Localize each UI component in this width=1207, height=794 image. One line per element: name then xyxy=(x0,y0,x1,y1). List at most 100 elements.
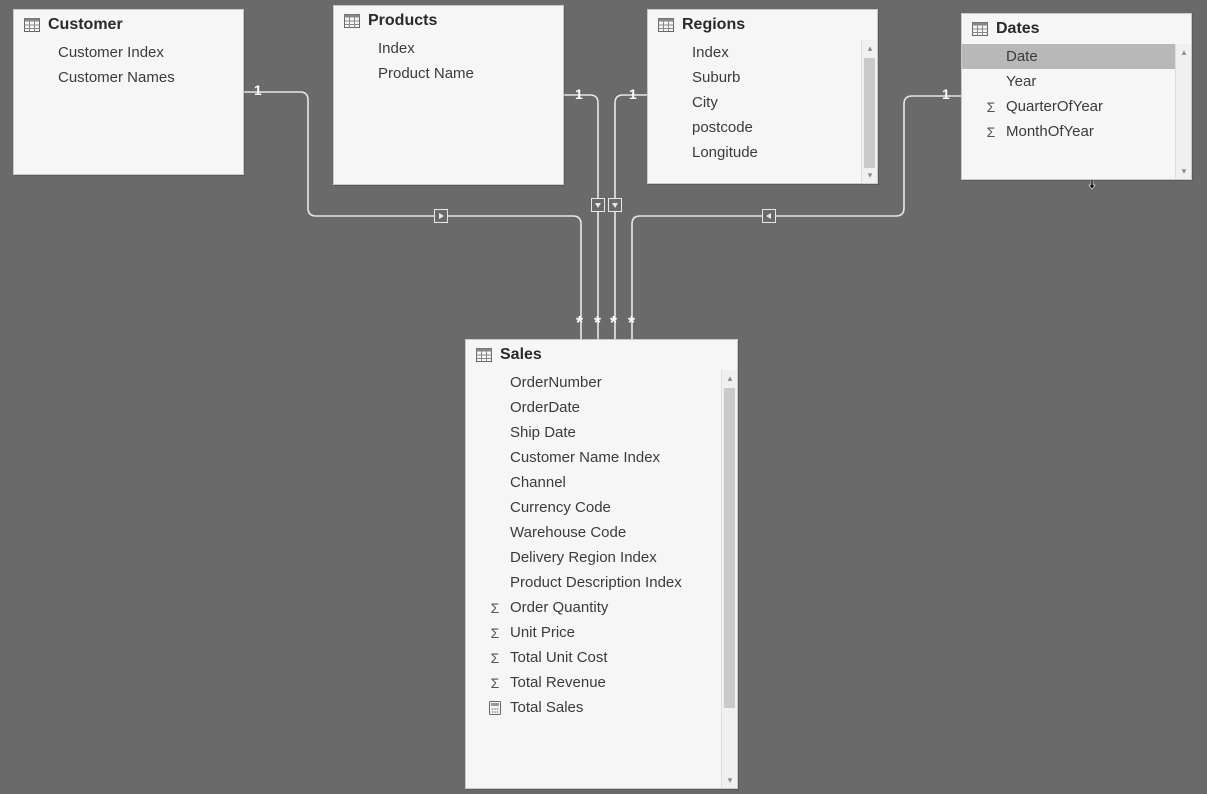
table-title: Products xyxy=(368,12,437,30)
field-row[interactable]: Σ Total Unit Cost xyxy=(466,645,737,670)
field-label: Index xyxy=(378,40,415,57)
table-icon xyxy=(658,18,674,32)
scroll-down-icon[interactable]: ▾ xyxy=(1176,163,1191,179)
field-row[interactable]: Customer Name Index xyxy=(466,445,737,470)
filter-direction-icon[interactable] xyxy=(762,209,776,223)
field-row[interactable]: Suburb xyxy=(648,65,877,90)
field-row[interactable]: Longitude xyxy=(648,140,877,165)
field-row[interactable]: Year xyxy=(962,69,1191,94)
field-label: Warehouse Code xyxy=(510,524,626,541)
field-row[interactable]: Product Description Index xyxy=(466,570,737,595)
filter-direction-icon[interactable] xyxy=(434,209,448,223)
field-row[interactable]: OrderDate xyxy=(466,395,737,420)
field-label: Year xyxy=(1006,73,1036,90)
field-row[interactable]: Channel xyxy=(466,470,737,495)
field-label: Total Unit Cost xyxy=(510,649,608,666)
cardinality-one: 1 xyxy=(629,86,637,102)
table-header[interactable]: Customer xyxy=(14,10,243,40)
field-row[interactable]: Product Name xyxy=(334,61,563,86)
sigma-icon: Σ xyxy=(486,600,504,616)
sigma-icon: Σ xyxy=(486,675,504,691)
scroll-down-icon[interactable]: ▾ xyxy=(862,167,877,183)
field-row[interactable]: Warehouse Code xyxy=(466,520,737,545)
scrollbar[interactable]: ▴▾ xyxy=(721,370,737,788)
cardinality-many: * xyxy=(576,313,583,334)
relationship-line[interactable] xyxy=(615,95,647,339)
field-label: Ship Date xyxy=(510,424,576,441)
table-header[interactable]: Sales xyxy=(466,340,737,370)
field-row[interactable]: ΣUnit Price xyxy=(466,620,737,645)
field-label: Customer Index xyxy=(58,44,164,61)
field-list: IndexSuburbCitypostcodeLongitude▴▾ xyxy=(648,40,877,183)
field-row[interactable]: Total Sales xyxy=(466,695,737,720)
table-title: Regions xyxy=(682,16,745,34)
filter-direction-icon[interactable] xyxy=(591,198,605,212)
field-row[interactable]: Σ Total Revenue xyxy=(466,670,737,695)
scroll-thumb[interactable] xyxy=(724,388,735,708)
field-label: Product Name xyxy=(378,65,474,82)
table-regions[interactable]: Regions IndexSuburb City postcode Longitude ▴… xyxy=(647,9,878,184)
table-sales[interactable]: Sales OrderNumber OrderDate Ship Date Custom… xyxy=(465,339,738,789)
field-list: DateYearΣQuarterOfYearΣMonthOfYear▴▾ xyxy=(962,44,1191,179)
table-customer[interactable]: Customer Customer Index Customer Names xyxy=(13,9,244,175)
scroll-up-icon[interactable]: ▴ xyxy=(1176,44,1191,60)
scroll-thumb[interactable] xyxy=(864,58,875,168)
scroll-up-icon[interactable]: ▴ xyxy=(862,40,877,56)
field-row[interactable]: ΣQuarterOfYear xyxy=(962,94,1191,119)
field-row[interactable]: Delivery Region Index xyxy=(466,545,737,570)
field-label: Date xyxy=(1006,48,1038,65)
table-title: Customer xyxy=(48,16,123,34)
field-row[interactable]: Currency Code xyxy=(466,495,737,520)
sigma-icon: Σ xyxy=(486,625,504,641)
field-list: OrderNumber OrderDate Ship Date Customer Na… xyxy=(466,370,737,788)
field-label: Customer Name Index xyxy=(510,449,660,466)
table-header[interactable]: Dates xyxy=(962,14,1191,44)
field-row[interactable]: OrderNumber xyxy=(466,370,737,395)
field-label: Currency Code xyxy=(510,499,611,516)
model-canvas[interactable]: Customer Customer Index Customer Names Prod… xyxy=(0,0,1207,794)
cardinality-one: 1 xyxy=(575,86,583,102)
field-row[interactable]: Ship Date xyxy=(466,420,737,445)
filter-direction-icon[interactable] xyxy=(608,198,622,212)
field-row[interactable]: City xyxy=(648,90,877,115)
field-row[interactable]: Customer Index xyxy=(14,40,243,65)
field-label: Longitude xyxy=(692,144,758,161)
field-label: Customer Names xyxy=(58,69,175,86)
table-products[interactable]: Products Index Product Name xyxy=(333,5,564,185)
cardinality-many: * xyxy=(610,313,617,334)
table-dates[interactable]: DatesDateYearΣQuarterOfYearΣMonthOfYear▴… xyxy=(961,13,1192,180)
field-list: Customer Index Customer Names xyxy=(14,40,243,174)
table-header[interactable]: Products xyxy=(334,6,563,36)
field-label: Channel xyxy=(510,474,566,491)
sigma-icon: Σ xyxy=(486,650,504,666)
scroll-up-icon[interactable]: ▴ xyxy=(722,370,737,386)
scrollbar[interactable]: ▴▾ xyxy=(861,40,877,183)
field-row[interactable]: ΣMonthOfYear xyxy=(962,119,1191,144)
field-label: City xyxy=(692,94,718,111)
scrollbar[interactable]: ▴▾ xyxy=(1175,44,1191,179)
field-row[interactable]: Customer Names xyxy=(14,65,243,90)
table-icon xyxy=(476,348,492,362)
table-icon xyxy=(24,18,40,32)
table-icon xyxy=(972,22,988,36)
scroll-down-icon[interactable]: ▾ xyxy=(722,772,737,788)
field-label: OrderNumber xyxy=(510,374,602,391)
field-label: Delivery Region Index xyxy=(510,549,657,566)
field-row[interactable]: Index xyxy=(334,36,563,61)
field-label: Total Sales xyxy=(510,699,583,716)
field-row[interactable]: Date xyxy=(962,44,1191,69)
field-label: Total Revenue xyxy=(510,674,606,691)
field-row[interactable]: Index xyxy=(648,40,877,65)
cardinality-one: 1 xyxy=(942,86,950,102)
field-row[interactable]: postcode xyxy=(648,115,877,140)
sigma-icon: Σ xyxy=(982,124,1000,140)
cardinality-one: 1 xyxy=(254,82,262,98)
field-label: postcode xyxy=(692,119,753,136)
field-row[interactable]: ΣOrder Quantity xyxy=(466,595,737,620)
field-label: Product Description Index xyxy=(510,574,682,591)
field-label: QuarterOfYear xyxy=(1006,98,1103,115)
field-list: Index Product Name xyxy=(334,36,563,184)
relationship-line[interactable] xyxy=(564,95,598,339)
table-header[interactable]: Regions xyxy=(648,10,877,40)
table-title: Dates xyxy=(996,20,1040,38)
